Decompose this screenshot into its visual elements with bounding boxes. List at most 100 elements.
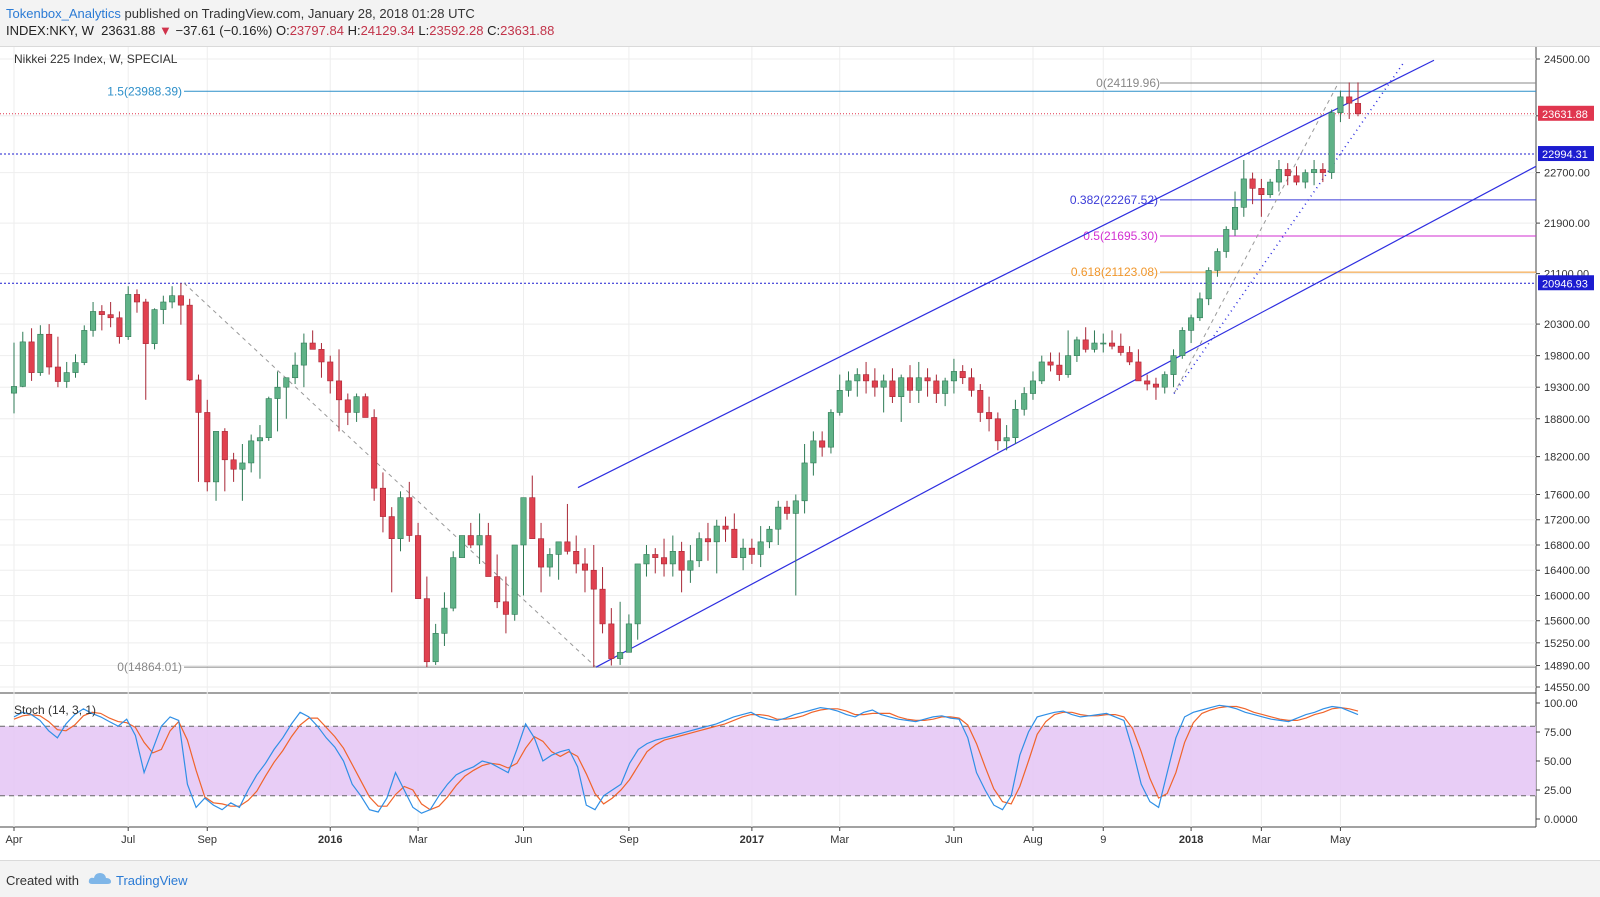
plot-background — [0, 47, 1536, 827]
time-tick-label: Mar — [409, 834, 428, 846]
price-tag-label: 22994.31 — [1542, 149, 1588, 161]
price-tag — [1538, 275, 1594, 291]
candle-body — [863, 374, 870, 382]
candle-body — [467, 535, 474, 546]
candle-body — [10, 386, 18, 394]
candle-body — [265, 398, 272, 438]
candle-body — [1161, 374, 1168, 388]
candle-body — [432, 633, 439, 663]
candle-body — [643, 554, 650, 565]
candle-body — [634, 563, 641, 625]
candle-body — [889, 380, 896, 397]
price-tick-label: 19300.00 — [1544, 382, 1590, 394]
candle-body — [581, 563, 589, 571]
price-tick-label: 16400.00 — [1544, 565, 1590, 577]
candle-body — [415, 535, 422, 599]
price-tick-label: 16000.00 — [1544, 590, 1590, 602]
ohlc-legend: INDEX:NKY, W 23631.88 ▼ −37.61 (−0.16%) … — [6, 23, 554, 38]
candle-body — [538, 538, 545, 568]
tradingview-cloud-icon[interactable] — [88, 870, 112, 886]
candle-body — [116, 317, 123, 338]
candle-body — [520, 497, 527, 546]
candle-body — [283, 377, 290, 388]
candle-body — [1038, 361, 1045, 382]
candle-body — [1293, 175, 1300, 183]
close-value: 23631.88 — [500, 23, 555, 38]
price-tick-label: 16800.00 — [1544, 540, 1590, 552]
candle-body — [388, 516, 395, 539]
candle-body — [898, 377, 905, 397]
time-tick-label: Mar — [830, 834, 849, 846]
candle-body — [1135, 361, 1142, 382]
candle-body — [1284, 169, 1291, 177]
candle-body — [1082, 339, 1089, 350]
candle-body — [678, 551, 685, 571]
author-link[interactable]: Tokenbox_Analytics — [6, 6, 121, 21]
candle-body — [1196, 298, 1203, 319]
close-label: C: — [487, 23, 501, 38]
candle-body — [63, 372, 70, 382]
candle-body — [801, 462, 808, 502]
candle-body — [142, 301, 149, 344]
candle-body — [195, 379, 202, 413]
candle-body — [1152, 383, 1159, 388]
candle-body — [239, 462, 246, 470]
candle-body — [950, 371, 957, 382]
candle-body — [177, 295, 184, 306]
candle-body — [748, 547, 755, 555]
candle-body — [704, 538, 711, 543]
candle-body — [687, 560, 694, 571]
tradingview-link[interactable]: TradingView — [116, 873, 188, 888]
time-tick-label: May — [1330, 834, 1351, 846]
candle-body — [1117, 345, 1124, 353]
candle-body — [1109, 342, 1116, 347]
candle-body — [1302, 172, 1309, 183]
fib-level-label: 0.618(21123.08) — [1071, 265, 1158, 279]
candle-body — [924, 377, 931, 382]
candle-body — [1170, 355, 1177, 375]
candle-body — [256, 437, 263, 442]
candle-body — [169, 295, 176, 303]
candle-body — [1311, 169, 1318, 173]
candle-body — [502, 601, 509, 615]
candle-body — [1012, 408, 1019, 438]
candle-body — [221, 431, 228, 461]
price-tick-label: 15250.00 — [1544, 638, 1590, 650]
candle-body — [37, 333, 44, 373]
price-tag-label: 23631.88 — [1542, 109, 1588, 121]
candle-body — [906, 377, 914, 391]
fib-level-label: 0.382(22267.52) — [1070, 193, 1158, 207]
stoch-k-line — [13, 704, 1359, 814]
candle-body — [564, 541, 571, 552]
candle-body — [942, 380, 949, 394]
candle-body — [783, 506, 791, 514]
candle-body — [186, 304, 193, 381]
candle-body — [353, 396, 360, 413]
price-chart[interactable]: 0(24119.96) 1.5(23988.39) 0.382(22267.52) 0… — [0, 47, 1600, 859]
candle-body — [160, 301, 167, 310]
candle-body — [696, 538, 703, 562]
candle-body — [986, 412, 993, 420]
candle-body — [344, 399, 351, 413]
candle-body — [608, 623, 615, 659]
candle-body — [379, 487, 386, 517]
stoch-title: Stoch (14, 3, 1) — [14, 703, 96, 717]
candle-body — [590, 569, 597, 590]
candle-body — [318, 349, 325, 363]
stoch-tick-label: 0.0000 — [1544, 814, 1578, 826]
channel-lower-line — [595, 165, 1537, 668]
candle-body — [300, 342, 307, 366]
time-tick-label: Aug — [1023, 834, 1043, 846]
symbol-label[interactable]: INDEX:NKY, W — [6, 23, 94, 38]
candle-body — [406, 497, 413, 536]
candle-body — [230, 459, 237, 470]
candle-body — [625, 623, 632, 653]
candle-body — [933, 380, 940, 394]
price-tick-label: 14550.00 — [1544, 682, 1590, 694]
candle-body — [1267, 181, 1274, 195]
candle-body — [573, 551, 580, 565]
candle-body — [1214, 251, 1221, 271]
candle-body — [46, 333, 53, 368]
candle-body — [1258, 188, 1265, 195]
down-arrow-icon: ▼ — [158, 23, 172, 38]
